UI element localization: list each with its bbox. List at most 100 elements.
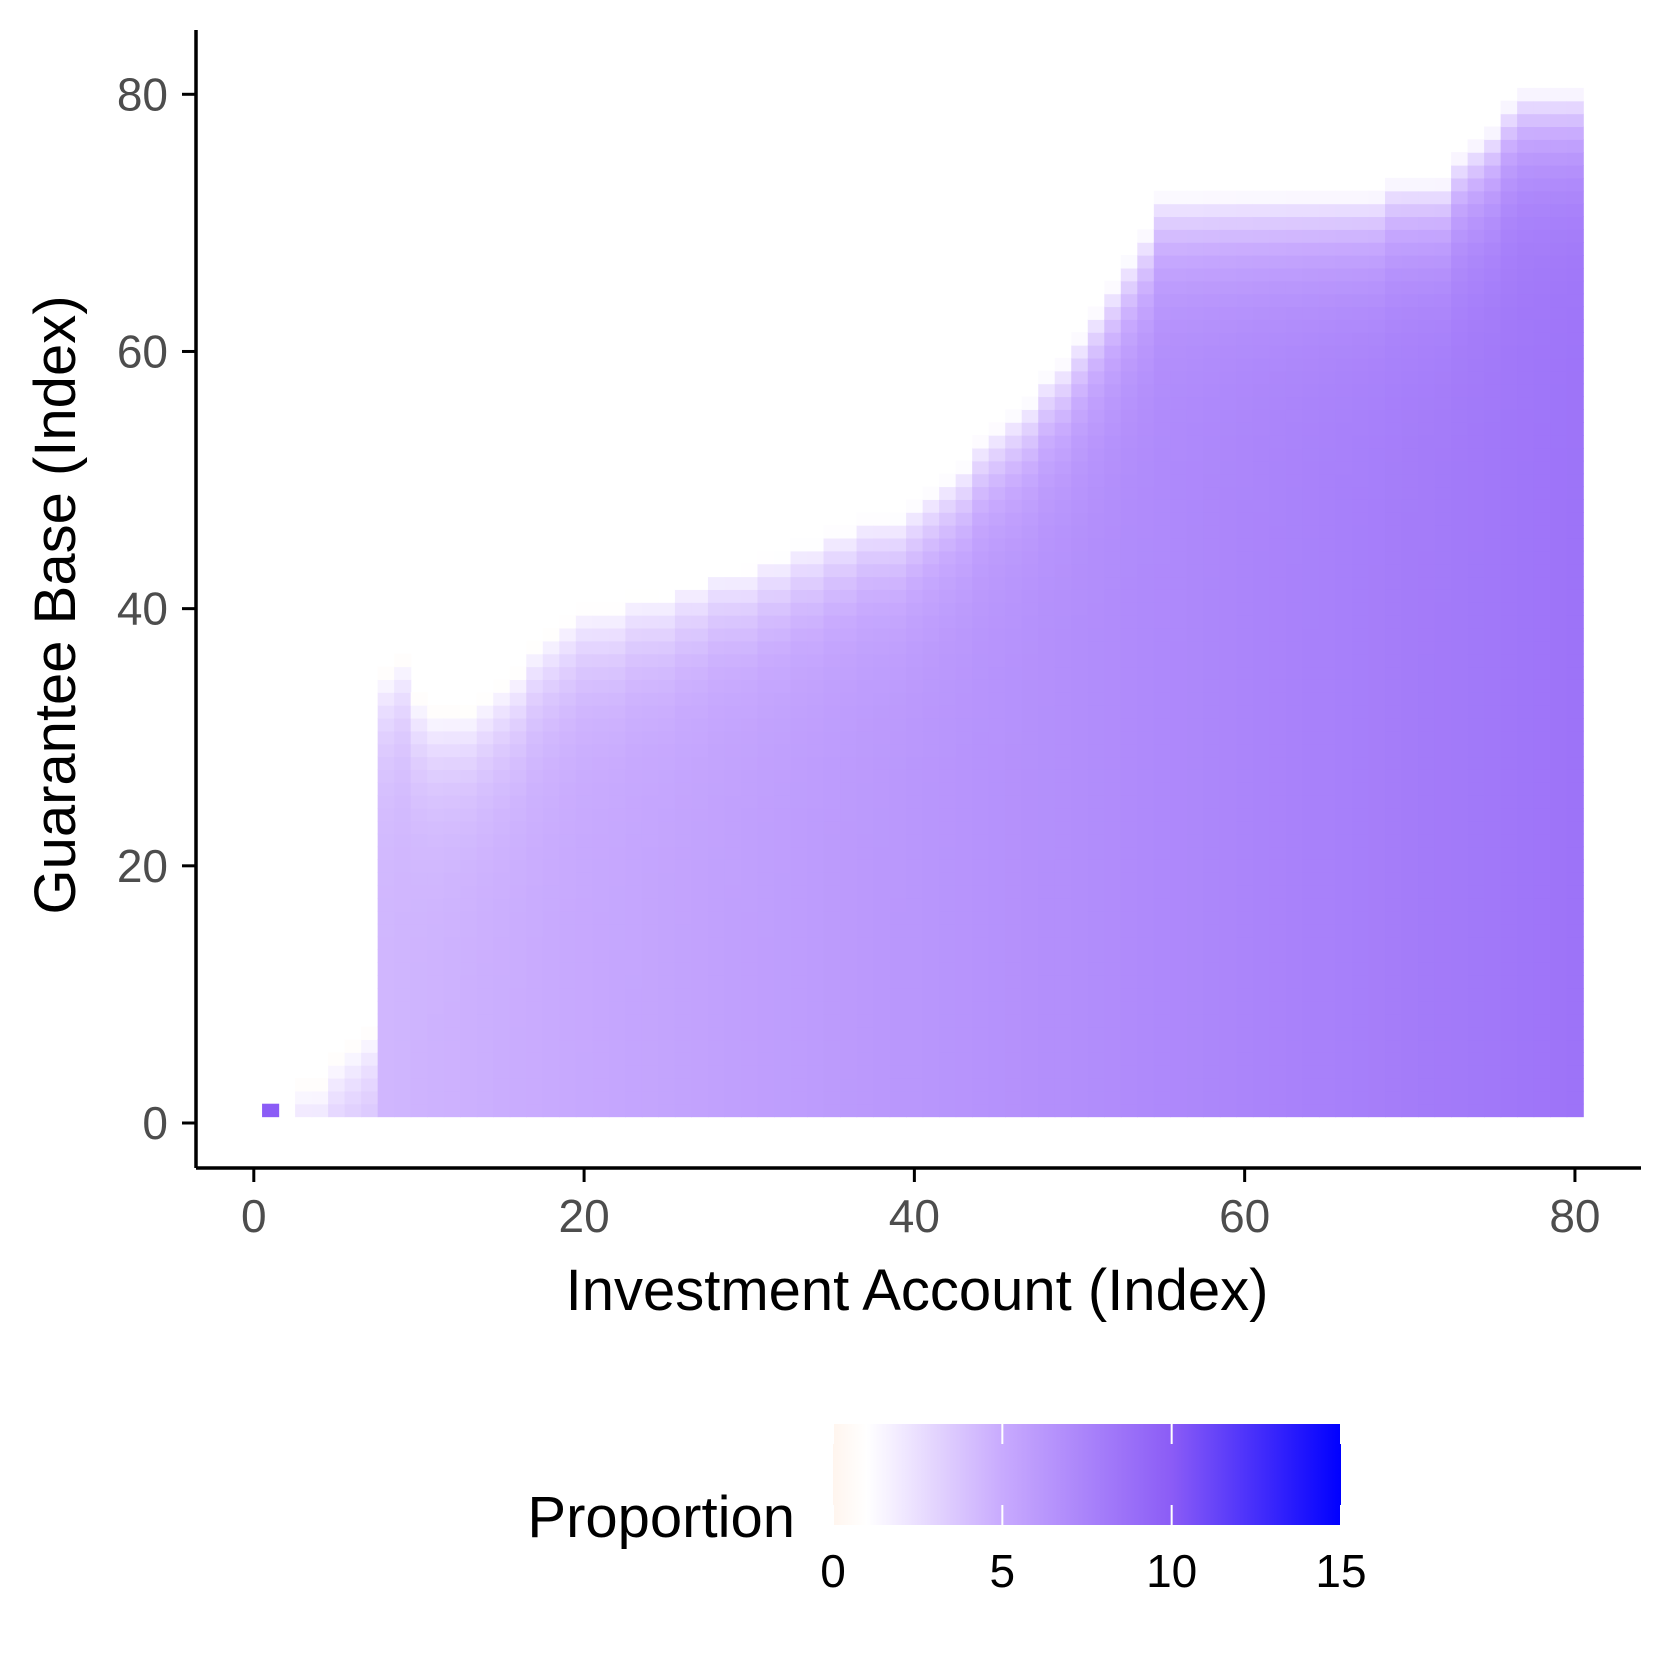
- heatmap-cell: [1219, 769, 1237, 783]
- heatmap-cell: [889, 885, 907, 899]
- heatmap-cell: [1071, 782, 1089, 796]
- heatmap-cell: [1203, 370, 1221, 385]
- heatmap-cell: [1401, 717, 1419, 732]
- heatmap-cell: [922, 795, 940, 809]
- heatmap-cell: [1104, 872, 1122, 886]
- heatmap-cell: [724, 1052, 742, 1066]
- heatmap-cell: [1318, 242, 1337, 256]
- heatmap-cell: [790, 782, 808, 796]
- heatmap-cell: [1566, 409, 1584, 423]
- heatmap-cell: [377, 987, 395, 1002]
- heatmap-cell: [1252, 859, 1271, 873]
- heatmap-cell: [1467, 422, 1485, 436]
- heatmap-cell: [939, 962, 957, 976]
- heatmap-cell: [1352, 743, 1370, 758]
- heatmap-cell: [1137, 525, 1155, 539]
- legend-ticks: 0 5 10 15: [820, 1424, 1367, 1597]
- heatmap-cell: [1566, 615, 1584, 629]
- heatmap-cell: [1285, 910, 1304, 925]
- heatmap-cell: [1418, 409, 1436, 423]
- heatmap-cell: [1071, 872, 1089, 886]
- heatmap-cell: [1038, 692, 1056, 706]
- heatmap-cell: [1335, 910, 1353, 925]
- heatmap-cell: [1550, 473, 1568, 488]
- heatmap-cell: [707, 717, 726, 732]
- heatmap-cell: [575, 1039, 593, 1053]
- heatmap-cell: [889, 1000, 907, 1015]
- heatmap-cell: [1335, 409, 1353, 423]
- heatmap-cell: [707, 692, 726, 706]
- heatmap-cell: [1467, 383, 1485, 398]
- heatmap-cell: [1517, 833, 1535, 848]
- heatmap-cell: [1566, 267, 1584, 282]
- heatmap-cell: [526, 923, 544, 938]
- heatmap-cell: [1335, 846, 1353, 860]
- heatmap-cell: [840, 563, 858, 578]
- heatmap-cell: [906, 666, 924, 680]
- heatmap-cell: [394, 1090, 412, 1105]
- heatmap-cell: [1318, 602, 1337, 616]
- heatmap-cell: [1302, 499, 1320, 513]
- heatmap-cell: [988, 1065, 1006, 1079]
- heatmap-cell: [873, 525, 891, 539]
- heatmap-cell: [1219, 1026, 1237, 1041]
- heatmap-cell: [840, 859, 858, 873]
- heatmap-cell: [922, 512, 940, 526]
- heatmap-cell: [1451, 319, 1469, 333]
- heatmap-cell: [1302, 846, 1320, 860]
- heatmap-cell: [1252, 1039, 1271, 1053]
- heatmap-cell: [1451, 1052, 1469, 1066]
- heatmap-cell: [873, 653, 891, 668]
- heatmap-cell: [1252, 1077, 1271, 1092]
- heatmap-cell: [840, 679, 858, 693]
- heatmap-cell: [1500, 460, 1518, 475]
- heatmap-cell: [1137, 897, 1155, 912]
- heatmap-cell: [1269, 1026, 1287, 1041]
- heatmap-cell: [1170, 782, 1188, 796]
- heatmap-cell: [1368, 975, 1386, 989]
- heatmap-cell: [674, 1039, 693, 1053]
- heatmap-cell: [856, 833, 874, 848]
- heatmap-cell: [1517, 1077, 1535, 1092]
- heatmap-cell: [939, 730, 957, 745]
- heatmap-cell: [1186, 293, 1204, 308]
- heatmap-cell: [1434, 1013, 1452, 1028]
- heatmap-cell: [1054, 859, 1072, 873]
- heatmap-cell: [1434, 447, 1452, 462]
- heatmap-cell: [1236, 525, 1254, 539]
- heatmap-cell: [575, 756, 593, 770]
- heatmap-cell: [1434, 987, 1452, 1002]
- heatmap-cell: [1038, 627, 1056, 642]
- heatmap-cell: [790, 1052, 808, 1066]
- heatmap-cell: [1021, 975, 1039, 989]
- heatmap-cell: [1153, 640, 1171, 655]
- heatmap-cell: [1285, 229, 1304, 243]
- heatmap-cell: [377, 782, 395, 796]
- heatmap-cell: [476, 756, 494, 770]
- heatmap-cell: [1087, 319, 1105, 333]
- heatmap-cell: [856, 910, 874, 925]
- heatmap-cell: [1054, 447, 1072, 462]
- heatmap-cell: [1352, 640, 1370, 655]
- heatmap-cell: [889, 820, 907, 835]
- heatmap-cell: [1302, 910, 1320, 925]
- heatmap-cell: [394, 923, 412, 938]
- heatmap-cell: [774, 846, 792, 860]
- heatmap-cell: [1137, 615, 1155, 629]
- heatmap-cell: [592, 1013, 610, 1028]
- heatmap-cell: [592, 872, 610, 886]
- heatmap-cell: [542, 1013, 560, 1028]
- heatmap-cell: [1368, 576, 1386, 590]
- heatmap-cell: [1153, 692, 1171, 706]
- heatmap-cell: [906, 795, 924, 809]
- heatmap-cell: [1087, 833, 1105, 848]
- heatmap-cell: [823, 1026, 841, 1041]
- heatmap-cell: [1500, 820, 1518, 835]
- heatmap-cell: [1484, 910, 1502, 925]
- heatmap-cell: [1434, 576, 1452, 590]
- heatmap-cell: [1104, 1013, 1122, 1028]
- heatmap-cell: [774, 897, 792, 912]
- heatmap-cell: [1318, 975, 1337, 989]
- heatmap-cell: [1484, 975, 1502, 989]
- heatmap-cell: [1236, 1090, 1254, 1105]
